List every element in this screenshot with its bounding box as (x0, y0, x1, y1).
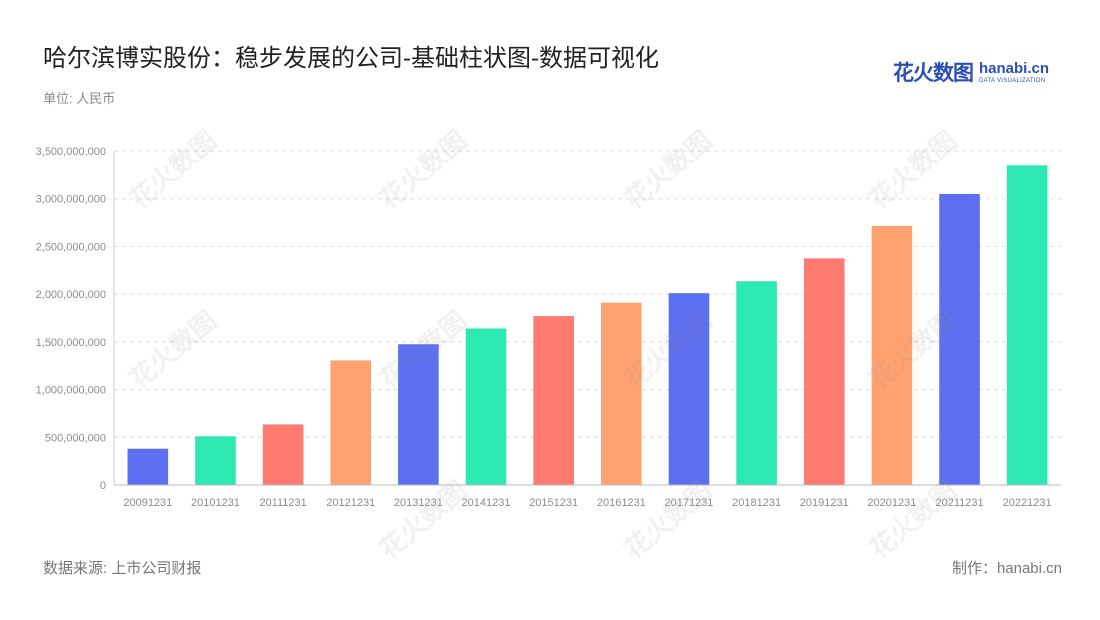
data-source: 数据来源: 上市公司财报 (43, 560, 202, 577)
bar (668, 293, 710, 485)
brand-logo: 花火数图 hanabi.cn DATA VISUALIZATION (893, 58, 1049, 86)
x-tick-label: 20201231 (867, 497, 916, 509)
bar (398, 344, 439, 485)
bar (262, 424, 304, 485)
x-tick-label: 20211231 (935, 497, 983, 509)
bar (127, 448, 169, 485)
x-tick-label: 20091231 (123, 497, 172, 509)
x-tick-label: 20131231 (394, 497, 443, 509)
logo-sub-text: DATA VISUALIZATION (979, 77, 1046, 84)
x-tick-label: 20221231 (1003, 497, 1052, 509)
y-tick-label: 1,000,000,000 (36, 385, 106, 397)
bar (330, 360, 372, 485)
x-tick-label: 20141231 (462, 497, 511, 509)
bar (465, 328, 507, 485)
y-tick-label: 0 (100, 480, 106, 492)
maker-credit: 制作：hanabi.cn (951, 560, 1062, 577)
x-tick-label: 20161231 (597, 497, 646, 509)
bar (939, 193, 980, 485)
y-tick-label: 3,500,000,000 (36, 146, 106, 158)
x-tick-label: 20171231 (664, 497, 713, 509)
logo-cn-text: 花火数图 (893, 62, 974, 85)
x-tick-label: 20151231 (529, 497, 578, 509)
x-tick-label: 20111231 (259, 497, 306, 509)
y-tick-label: 2,500,000,000 (36, 241, 106, 253)
bar (871, 225, 913, 485)
bar (533, 316, 574, 485)
y-tick-label: 500,000,000 (45, 432, 106, 444)
y-tick-label: 1,500,000,000 (36, 337, 106, 349)
bar (803, 258, 845, 485)
bar (736, 281, 777, 485)
bar (601, 302, 642, 485)
unit-label: 单位: 人民币 (43, 91, 116, 106)
logo-en-block: hanabi.cn DATA VISUALIZATION (979, 61, 1049, 84)
x-tick-label: 20181231 (732, 497, 781, 509)
x-tick-label: 20101231 (191, 497, 240, 509)
y-tick-label: 3,000,000,000 (36, 194, 106, 206)
x-tick-label: 20191231 (800, 497, 849, 509)
y-tick-label: 2,000,000,000 (36, 289, 106, 301)
bar (195, 436, 236, 485)
bar (1006, 165, 1048, 486)
chart-title: 哈尔滨博实股份：稳步发展的公司-基础柱状图-数据可视化 (43, 45, 659, 72)
x-tick-label: 20121231 (326, 497, 375, 509)
logo-en-text: hanabi.cn (979, 59, 1050, 77)
